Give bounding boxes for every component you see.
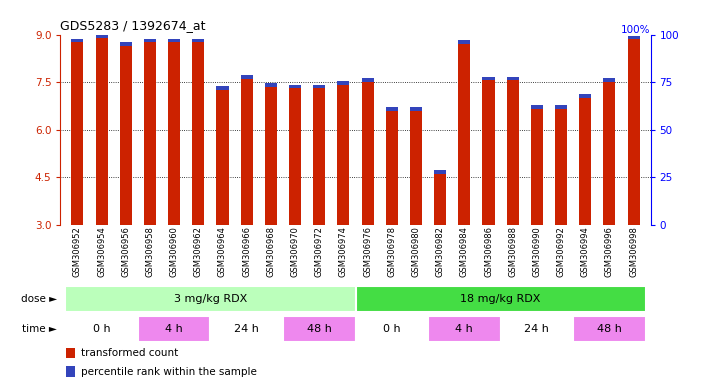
Bar [356, 286, 646, 311]
Text: percentile rank within the sample: percentile rank within the sample [81, 367, 257, 377]
Text: 24 h: 24 h [525, 324, 550, 334]
Bar [71, 43, 83, 225]
Bar [210, 316, 283, 342]
Bar [240, 75, 252, 79]
Bar [66, 348, 75, 358]
Bar [628, 39, 640, 225]
Bar [459, 44, 471, 225]
Bar [501, 316, 573, 342]
Bar [507, 81, 519, 225]
Text: 4 h: 4 h [165, 324, 183, 334]
Bar [555, 105, 567, 109]
Bar [386, 111, 398, 225]
Text: time ►: time ► [22, 324, 57, 334]
Text: dose ►: dose ► [21, 293, 57, 304]
Text: 3 mg/kg RDX: 3 mg/kg RDX [173, 293, 247, 304]
Bar [579, 94, 592, 98]
Bar [289, 88, 301, 225]
Text: 48 h: 48 h [306, 324, 331, 334]
Bar [362, 78, 374, 82]
Text: 48 h: 48 h [597, 324, 622, 334]
Text: 100%: 100% [621, 25, 651, 35]
Bar [216, 86, 228, 90]
Bar [264, 87, 277, 225]
Bar [283, 316, 356, 342]
Bar [65, 286, 356, 311]
Bar [434, 170, 447, 174]
Bar [65, 316, 138, 342]
Text: transformed count: transformed count [81, 348, 178, 358]
Bar [483, 81, 495, 225]
Bar [507, 77, 519, 81]
Bar [410, 107, 422, 111]
Bar [313, 88, 325, 225]
Text: 18 mg/kg RDX: 18 mg/kg RDX [461, 293, 541, 304]
Bar [579, 98, 592, 225]
Bar [71, 39, 83, 43]
Bar [144, 39, 156, 43]
Bar [95, 34, 107, 38]
Bar [362, 82, 374, 225]
Bar [531, 109, 543, 225]
Bar [289, 84, 301, 88]
Bar [168, 39, 180, 43]
Bar [216, 90, 228, 225]
Bar [428, 316, 501, 342]
Bar [555, 109, 567, 225]
Bar [192, 43, 204, 225]
Bar [434, 174, 447, 225]
Bar [628, 35, 640, 39]
Text: 24 h: 24 h [234, 324, 259, 334]
Bar [337, 81, 349, 85]
Bar [240, 79, 252, 225]
Bar [604, 78, 616, 82]
Bar [313, 84, 325, 88]
Bar [337, 85, 349, 225]
Bar [604, 82, 616, 225]
Text: 0 h: 0 h [383, 324, 400, 334]
Bar [192, 39, 204, 43]
Bar [119, 46, 132, 225]
Bar [356, 316, 428, 342]
Bar [66, 366, 75, 377]
Text: 4 h: 4 h [456, 324, 474, 334]
Text: GDS5283 / 1392674_at: GDS5283 / 1392674_at [60, 19, 206, 32]
Bar [483, 77, 495, 81]
Bar [95, 38, 107, 225]
Bar [138, 316, 210, 342]
Bar [573, 316, 646, 342]
Bar [459, 40, 471, 44]
Bar [144, 43, 156, 225]
Bar [168, 43, 180, 225]
Bar [386, 107, 398, 111]
Bar [531, 105, 543, 109]
Bar [264, 83, 277, 87]
Text: 0 h: 0 h [92, 324, 110, 334]
Bar [410, 111, 422, 225]
Bar [119, 42, 132, 46]
